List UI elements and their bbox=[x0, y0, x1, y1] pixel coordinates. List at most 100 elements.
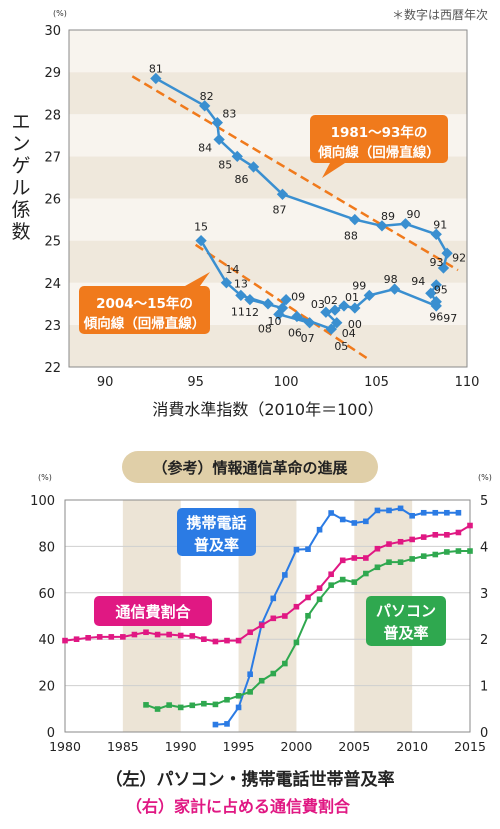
point-label-11: 11 bbox=[231, 306, 245, 319]
point-label-06: 06 bbox=[288, 326, 302, 339]
data-point-14 bbox=[220, 277, 233, 289]
series-1-point bbox=[444, 532, 450, 538]
point-label-84: 84 bbox=[198, 142, 212, 155]
series-2-point bbox=[432, 551, 439, 558]
series-0-point bbox=[235, 704, 242, 711]
point-label-05: 05 bbox=[334, 340, 348, 353]
series-1-point bbox=[189, 633, 196, 639]
point-label-95: 95 bbox=[434, 283, 448, 296]
point-label-03: 03 bbox=[311, 298, 325, 311]
data-point-04 bbox=[331, 317, 343, 329]
y-axis-title-char: エ bbox=[11, 111, 30, 133]
series-1-point bbox=[166, 631, 172, 638]
point-label-92: 92 bbox=[452, 251, 466, 264]
point-label-10: 10 bbox=[267, 315, 281, 328]
series-0-point bbox=[374, 507, 381, 514]
x-tick-label: 110 bbox=[455, 375, 480, 390]
y-tick-label: 27 bbox=[44, 150, 61, 165]
callout-early-text: 1981〜93年の bbox=[331, 124, 428, 141]
callout-late-text: 2004〜15年の bbox=[96, 295, 193, 312]
y-axis-title-char: ゲ bbox=[11, 155, 30, 177]
data-point-84 bbox=[213, 133, 225, 146]
point-label-07: 07 bbox=[301, 332, 315, 345]
series-2-point bbox=[154, 706, 161, 712]
y-axis-title-char: ル bbox=[11, 177, 30, 199]
series-0-point bbox=[339, 516, 346, 523]
data-point-85 bbox=[231, 150, 243, 163]
x-tick-label: 2010 bbox=[396, 739, 428, 754]
data-point-10 bbox=[276, 302, 289, 314]
series-2-point bbox=[201, 700, 207, 707]
series-0-point bbox=[293, 546, 300, 553]
x-tick-label: 1990 bbox=[165, 739, 197, 754]
series-1-point bbox=[73, 636, 80, 642]
data-point-95 bbox=[425, 287, 437, 299]
x-tick-label: 1980 bbox=[49, 739, 81, 754]
trendline-0 bbox=[131, 75, 459, 272]
series-2-point bbox=[328, 582, 334, 588]
series-2-point bbox=[270, 670, 277, 677]
point-label-97: 97 bbox=[443, 312, 457, 325]
data-point-92 bbox=[441, 247, 453, 259]
point-label-98: 98 bbox=[384, 273, 398, 286]
data-point-15 bbox=[195, 234, 207, 247]
point-label-04: 04 bbox=[342, 327, 356, 340]
point-label-88: 88 bbox=[344, 230, 358, 243]
y-unit-label: (%) bbox=[53, 9, 67, 18]
callout-early-pointer bbox=[322, 163, 345, 178]
y-tick-label: 26 bbox=[44, 193, 61, 208]
series-line-1 bbox=[199, 239, 438, 331]
right-y-tick-label: 3 bbox=[480, 587, 488, 602]
series-2-point bbox=[305, 612, 311, 619]
series-1-point bbox=[224, 637, 230, 644]
series-0-point bbox=[282, 572, 288, 578]
series-2-point bbox=[420, 553, 427, 559]
series-0-point bbox=[212, 721, 219, 728]
point-label-15: 15 bbox=[194, 221, 208, 234]
right-y-tick-label: 1 bbox=[480, 680, 488, 695]
series-0-point bbox=[316, 526, 323, 533]
series-0-point bbox=[444, 509, 450, 516]
x-axis-title: 消費水準指数（2010年＝100） bbox=[152, 400, 383, 419]
y-axis-title-char: ン bbox=[11, 133, 30, 155]
series-0-point bbox=[305, 546, 311, 552]
callout-late-text: 傾向線（回帰直線） bbox=[83, 315, 206, 332]
left-y-tick-label: 0 bbox=[47, 726, 55, 741]
right-unit-label: (%) bbox=[478, 473, 492, 482]
right-y-tick-label: 5 bbox=[480, 494, 488, 509]
left-y-tick-label: 40 bbox=[38, 633, 55, 648]
x-tick-label: 1985 bbox=[107, 739, 139, 754]
series-2-point bbox=[444, 549, 450, 555]
series-1-point bbox=[316, 585, 323, 591]
series-1-point bbox=[120, 634, 126, 640]
point-label-00: 00 bbox=[348, 318, 362, 331]
series-2-point bbox=[351, 579, 358, 585]
series-1-point bbox=[455, 529, 462, 536]
data-point-09 bbox=[280, 293, 292, 306]
series-1-point bbox=[201, 636, 207, 642]
plot-frame bbox=[68, 29, 468, 368]
y-tick-label: 22 bbox=[44, 361, 61, 376]
point-label-08: 08 bbox=[258, 322, 272, 335]
caption-right: （右）家計に占める通信費割合 bbox=[126, 797, 351, 816]
series-1-point bbox=[328, 571, 334, 578]
series-1-point bbox=[282, 613, 288, 619]
data-point-07 bbox=[303, 317, 316, 329]
series-1-point bbox=[305, 594, 311, 601]
series-line-0 bbox=[215, 507, 459, 726]
comm-cost-label-box bbox=[94, 596, 212, 626]
series-1-point bbox=[177, 632, 184, 639]
y-axis-title-char: 数 bbox=[11, 221, 30, 243]
point-label-90: 90 bbox=[406, 208, 420, 221]
data-point-90 bbox=[399, 218, 412, 230]
series-1-point bbox=[62, 637, 68, 644]
data-point-06 bbox=[291, 310, 303, 323]
callout-late-box bbox=[79, 286, 210, 334]
point-label-09: 09 bbox=[291, 291, 305, 304]
series-2-point bbox=[339, 576, 346, 583]
series-2-point bbox=[282, 660, 288, 667]
point-label-83: 83 bbox=[222, 108, 236, 121]
x-tick-label: 100 bbox=[274, 375, 299, 390]
series-0-point bbox=[363, 518, 369, 525]
series-2-point bbox=[363, 570, 369, 577]
